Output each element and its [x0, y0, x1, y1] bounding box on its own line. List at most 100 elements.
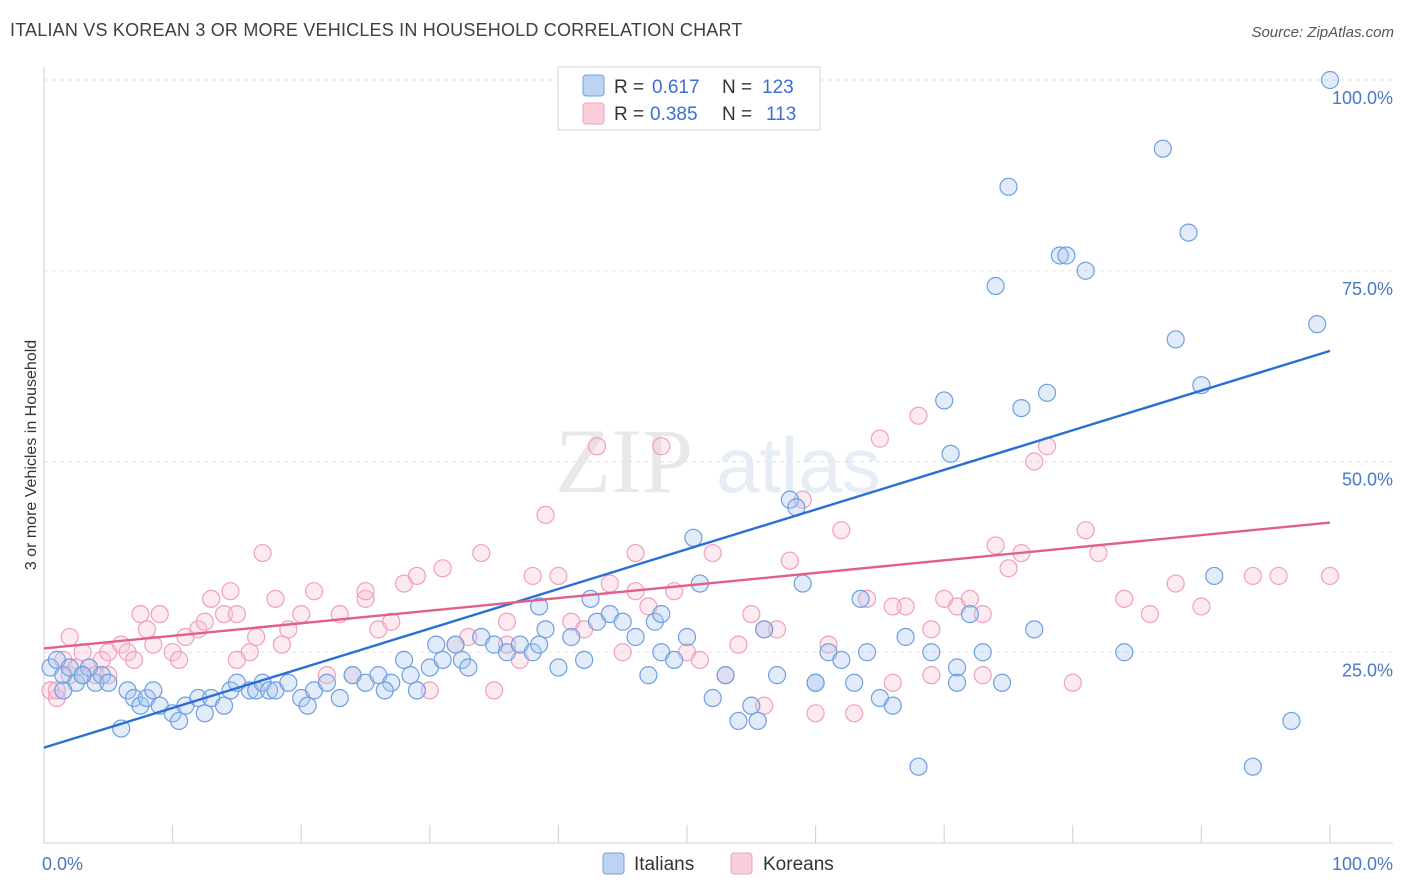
korean-point — [613, 643, 632, 662]
korean-point — [857, 589, 877, 608]
y-tick-label: 75.0% — [1342, 279, 1393, 299]
koreans-n-label: N = — [722, 104, 752, 125]
italian-point — [909, 757, 928, 776]
korean-point — [870, 429, 890, 448]
korean-point — [1140, 604, 1160, 624]
korean-point — [131, 604, 150, 624]
italian-point — [1282, 711, 1301, 731]
trend-lines — [43, 349, 1331, 749]
italian-point — [530, 597, 549, 616]
korean-point — [472, 543, 491, 563]
stats-legend: R = 0.617 N = 123 R = 0.385 N = 113 — [557, 66, 821, 131]
italian-point — [144, 681, 163, 700]
italian-point — [54, 681, 73, 700]
korean-point — [221, 582, 240, 601]
korean-point — [227, 650, 246, 669]
italian-point — [401, 666, 420, 685]
korean-point — [1166, 574, 1185, 593]
italian-point — [947, 658, 967, 677]
korean-point — [497, 612, 517, 631]
korean-point — [960, 589, 980, 608]
italian-point — [530, 635, 549, 654]
italian-point — [99, 673, 118, 692]
italian-point — [947, 673, 967, 692]
italian-point — [684, 528, 703, 547]
korean-point — [549, 566, 568, 586]
korean-point — [60, 627, 79, 647]
italian-point — [298, 696, 317, 715]
italian-point — [1308, 315, 1327, 334]
italian-point — [857, 643, 877, 662]
legend-koreans-swatch — [730, 852, 753, 875]
koreans-r-value: 0.385 — [650, 104, 698, 125]
italian-point — [1243, 757, 1262, 776]
italian-point — [639, 666, 658, 685]
korean-point — [1269, 566, 1288, 586]
y-tick-label: 50.0% — [1342, 470, 1393, 490]
italian-point — [1179, 223, 1198, 242]
koreans-trend-line — [43, 521, 1331, 650]
korean-point — [652, 437, 671, 456]
italian-point — [1025, 620, 1044, 639]
italian-point — [793, 574, 812, 593]
italian-point — [626, 627, 645, 647]
korean-point — [144, 635, 163, 654]
italians-n-label: N = — [722, 77, 752, 98]
korean-point — [137, 620, 156, 639]
italian-point — [459, 658, 478, 677]
italian-point — [581, 589, 600, 608]
italian-point — [394, 650, 414, 669]
korean-point — [202, 589, 221, 608]
koreans-n-value: 113 — [766, 104, 796, 125]
korean-point — [253, 543, 272, 563]
italian-point — [780, 490, 799, 509]
italian-point — [452, 650, 472, 669]
italian-point — [851, 589, 870, 608]
korean-point — [227, 604, 246, 624]
korean-point — [317, 666, 337, 685]
korean-points — [41, 406, 1340, 723]
x-tick-label-min: 0.0% — [42, 854, 83, 874]
italian-point — [92, 666, 111, 685]
italians-swatch — [582, 74, 605, 97]
korean-point — [1243, 566, 1262, 586]
italian-point — [973, 643, 992, 662]
italian-point — [279, 673, 298, 692]
italian-point — [549, 658, 568, 677]
x-ticks — [43, 825, 1331, 843]
italians-trend-line — [43, 349, 1331, 749]
italian-point — [677, 627, 697, 647]
korean-point — [523, 566, 542, 586]
korean-point — [793, 490, 812, 509]
korean-point — [304, 582, 324, 601]
korean-point — [587, 437, 607, 456]
y-axis-title: 3 or more Vehicles in Household — [23, 340, 40, 570]
korean-point — [118, 643, 137, 662]
korean-point — [986, 536, 1005, 555]
korean-point — [767, 620, 787, 639]
korean-point — [356, 589, 375, 608]
korean-point — [922, 620, 941, 639]
italian-point — [986, 276, 1005, 296]
italian-point — [407, 681, 427, 700]
korean-point — [47, 688, 66, 708]
korean-point — [47, 681, 66, 700]
italian-point — [716, 666, 735, 685]
korean-point — [845, 704, 864, 723]
italian-point — [748, 711, 767, 731]
italian-point — [652, 604, 671, 624]
italian-point — [259, 681, 279, 700]
italian-points — [41, 70, 1340, 776]
italians-n-value: 123 — [762, 77, 794, 98]
korean-point — [247, 627, 266, 647]
korean-point — [407, 566, 427, 586]
italian-point — [446, 635, 465, 654]
italian-point — [330, 688, 349, 708]
italian-point — [214, 696, 234, 715]
italians-r-value: 0.617 — [652, 77, 700, 98]
korean-point — [973, 604, 992, 624]
korean-point — [124, 650, 144, 669]
korean-point — [272, 635, 292, 654]
italian-point — [1320, 70, 1340, 90]
